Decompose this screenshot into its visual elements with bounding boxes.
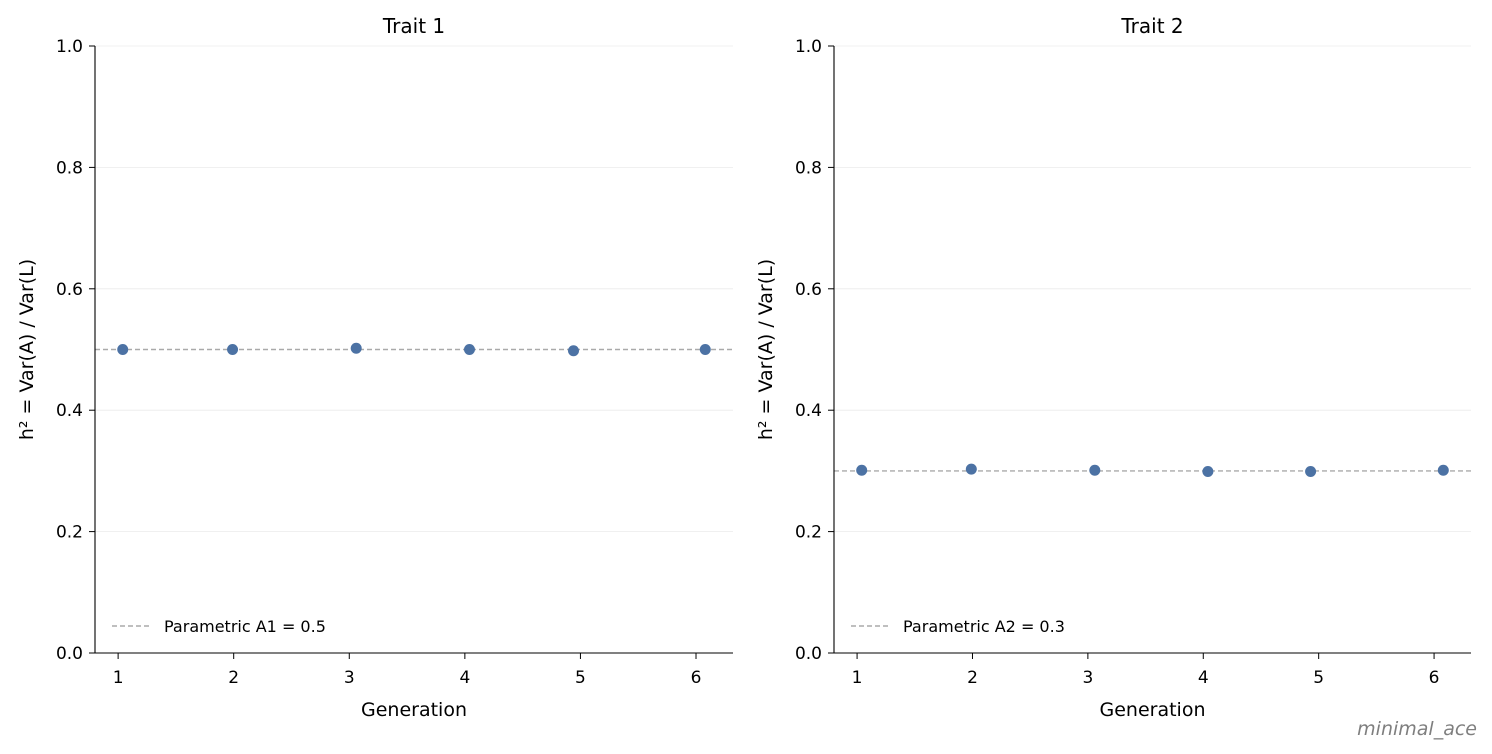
x-tick-label: 3 <box>1082 668 1093 688</box>
x-tick-label: 1 <box>113 668 124 688</box>
data-point <box>1089 464 1101 476</box>
y-tick-label: 0.4 <box>795 401 822 421</box>
x-axis-label: Generation <box>1100 699 1206 721</box>
data-point <box>699 344 711 355</box>
y-axis-label: h² = Var(A) / Var(L) <box>16 259 38 440</box>
y-tick-label: 0.2 <box>795 523 822 543</box>
chart-title: Trait 1 <box>382 14 445 38</box>
watermark-label: minimal_ace <box>1357 718 1477 740</box>
x-tick-label: 3 <box>344 668 355 688</box>
data-point <box>1305 466 1317 478</box>
legend: Parametric A2 = 0.3 <box>851 617 1065 636</box>
chart-panels: 0.0 0.2 0.4 0.6 0.8 1.0 1 2 3 4 5 6 Trait 1 Generatio… <box>16 14 1471 721</box>
data-point <box>1202 466 1214 478</box>
y-tick-label: 0.0 <box>795 644 822 664</box>
data-point <box>856 464 868 476</box>
data-point <box>350 342 362 354</box>
chart-panel-2: 0.0 0.2 0.4 0.6 0.8 1.0 1 2 3 4 5 6 Trait 2 Generatio… <box>755 14 1471 721</box>
y-tick-label: 0.8 <box>795 158 822 178</box>
data-point <box>227 344 239 355</box>
chart-panel-1: 0.0 0.2 0.4 0.6 0.8 1.0 1 2 3 4 5 6 Trait 1 Generatio… <box>16 14 733 721</box>
y-tick-label: 0.8 <box>56 158 83 178</box>
y-tick-label: 0.6 <box>795 280 822 300</box>
y-tick-label: 0.4 <box>56 401 83 421</box>
y-tick-label: 0.6 <box>56 280 83 300</box>
x-tick-label: 4 <box>1198 668 1209 688</box>
x-tick-label: 1 <box>852 668 863 688</box>
x-tick-label: 4 <box>459 668 470 688</box>
legend-label: Parametric A1 = 0.5 <box>164 617 326 636</box>
chart-title: Trait 2 <box>1120 14 1183 38</box>
x-tick-label: 5 <box>1313 668 1324 688</box>
x-tick-label: 2 <box>967 668 978 688</box>
y-tick-label: 0.2 <box>56 523 83 543</box>
x-axis-label: Generation <box>361 699 467 721</box>
y-tick-label: 1.0 <box>795 37 822 57</box>
x-tick-label: 6 <box>691 668 702 688</box>
x-tick-label: 6 <box>1429 668 1440 688</box>
data-point <box>568 345 579 357</box>
y-tick-label: 1.0 <box>56 37 83 57</box>
x-tick-label: 5 <box>575 668 586 688</box>
data-point <box>117 344 129 355</box>
y-tick-label: 0.0 <box>56 644 83 664</box>
data-point <box>463 344 475 355</box>
legend-label: Parametric A2 = 0.3 <box>903 617 1065 636</box>
x-tick-label: 2 <box>228 668 239 688</box>
legend: Parametric A1 = 0.5 <box>112 617 326 636</box>
y-axis-label: h² = Var(A) / Var(L) <box>755 259 777 440</box>
data-point <box>965 463 977 475</box>
data-point <box>1437 464 1449 476</box>
